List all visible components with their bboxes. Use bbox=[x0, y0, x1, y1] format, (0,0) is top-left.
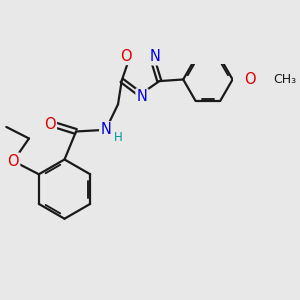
Text: N: N bbox=[100, 122, 111, 137]
Text: N: N bbox=[136, 89, 147, 104]
Text: O: O bbox=[8, 154, 19, 169]
Text: CH₃: CH₃ bbox=[274, 73, 297, 86]
Text: O: O bbox=[120, 49, 132, 64]
Text: O: O bbox=[44, 117, 56, 132]
Text: N: N bbox=[150, 50, 160, 64]
Text: H: H bbox=[114, 131, 122, 144]
Text: O: O bbox=[244, 72, 256, 87]
